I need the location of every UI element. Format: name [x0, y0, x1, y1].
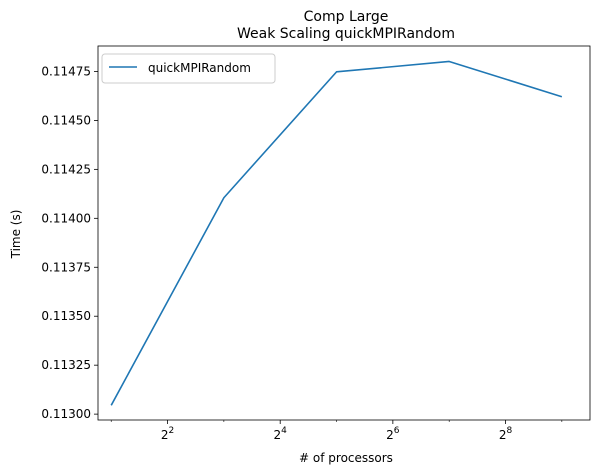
plot-frame — [97, 45, 591, 421]
series-line — [110, 60, 563, 406]
chart-subtitle: Weak Scaling quickMPIRandom — [237, 26, 455, 42]
y-tick-label: 0.11350 — [41, 309, 91, 323]
x-tick-label: 28 — [499, 426, 513, 442]
y-axis-label: Time (s) — [9, 210, 23, 260]
y-axis-ticks: 0.11300 0.11325 0.11350 0.11375 0.11400 0.114… — [41, 64, 98, 421]
y-tick-label: 0.11325 — [41, 358, 91, 372]
legend-label: quickMPIRandom — [148, 61, 251, 75]
plot-area — [97, 45, 591, 421]
x-axis-label: # of processors — [299, 451, 393, 465]
legend-box — [101, 53, 276, 84]
x-tick-label: 22 — [161, 426, 174, 442]
y-tick-label: 0.11375 — [41, 260, 91, 274]
y-tick-label: 0.11450 — [41, 113, 91, 127]
y-tick-label: 0.11475 — [41, 64, 91, 78]
series-lines — [110, 60, 563, 406]
x-tick-label: 26 — [386, 426, 400, 442]
y-tick-label: 0.11300 — [41, 407, 91, 421]
y-tick-label: 0.11400 — [41, 211, 91, 225]
y-tick-label: 0.11425 — [41, 162, 91, 176]
x-axis-ticks: 22 24 26 28 — [110, 420, 563, 442]
x-tick-label: 24 — [274, 426, 288, 442]
chart-title: Comp Large — [304, 9, 389, 25]
legend: quickMPIRandom — [101, 53, 276, 84]
